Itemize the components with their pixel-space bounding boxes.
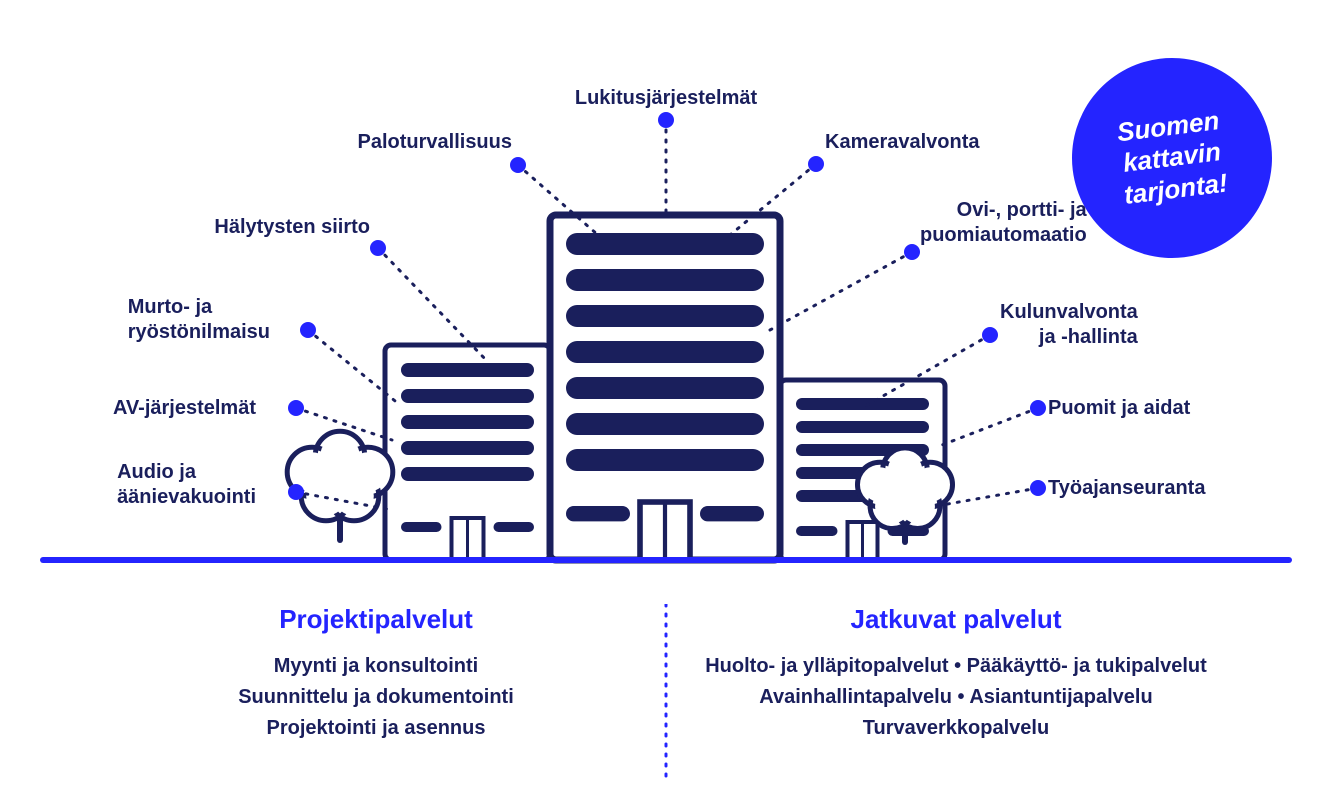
callout-label: Ovi-, portti- ja puomiautomaatio: [920, 198, 1087, 248]
divider-svg: [664, 604, 668, 778]
col-right-items: Huolto- ja ylläpitopalvelut • Pääkäyttö-…: [696, 651, 1216, 744]
callout-label: Työajanseuranta: [1048, 476, 1205, 501]
infographic-stage: Suomen kattavin tarjonta! Projektipalvel…: [0, 0, 1332, 787]
col-left-title: Projektipalvelut: [116, 604, 636, 635]
col-left-items: Myynti ja konsultointi Suunnittelu ja do…: [116, 651, 636, 744]
callout-label: Paloturvallisuus: [358, 130, 513, 155]
callout-label: Puomit ja aidat: [1048, 396, 1190, 421]
callout-label: Murto- ja ryöstönilmaisu: [128, 295, 270, 345]
callout-label: Kulunvalvonta ja -hallinta: [1000, 300, 1138, 350]
col-right: Jatkuvat palvelut Huolto- ja ylläpitopal…: [696, 604, 1216, 778]
callout-label: Lukitusjärjestelmät: [575, 86, 757, 111]
callout-label: Hälytysten siirto: [214, 215, 370, 240]
col-left: Projektipalvelut Myynti ja konsultointi …: [116, 604, 636, 778]
callout-label: Kameravalvonta: [825, 130, 980, 155]
col-right-title: Jatkuvat palvelut: [696, 604, 1216, 635]
divider-wrap: [636, 604, 696, 778]
callout-label: Audio ja äänievakuointi: [117, 460, 256, 510]
callout-label: AV-järjestelmät: [113, 396, 256, 421]
ground-line: [40, 557, 1292, 563]
bottom-columns: Projektipalvelut Myynti ja konsultointi …: [0, 604, 1332, 778]
badge-text: Suomen kattavin tarjonta!: [1115, 105, 1230, 211]
